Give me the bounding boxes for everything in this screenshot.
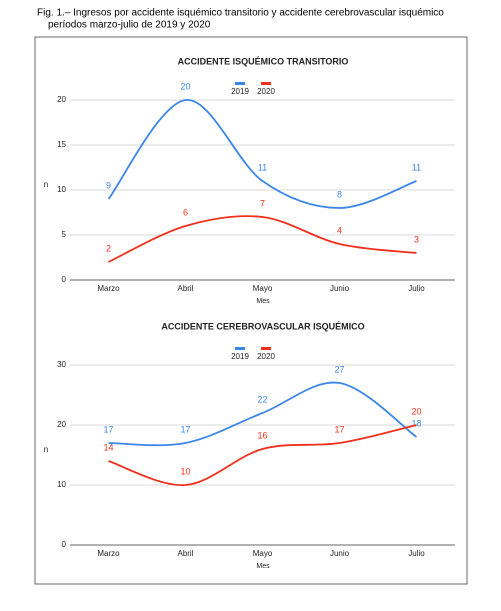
data-label: 17 (180, 424, 190, 434)
y-tick-label: 10 (57, 185, 66, 194)
data-label: 8 (337, 189, 342, 199)
data-label: 14 (103, 442, 113, 452)
y-axis-label: n (44, 445, 48, 454)
x-axis-label: Mes (256, 563, 270, 570)
y-axis-label: n (44, 180, 48, 189)
frame (34, 36, 468, 585)
y-tick-label: 20 (57, 95, 66, 104)
legend-label: 2020 (257, 87, 275, 96)
data-label: 4 (337, 225, 342, 235)
legend-swatch (235, 347, 245, 350)
caption-line: períodos marzo-julio de 2019 y 2020 (48, 20, 211, 31)
data-label: 18 (411, 418, 421, 428)
data-label: 27 (334, 364, 344, 374)
x-tick-label: Mayo (253, 284, 273, 293)
y-tick-label: 10 (57, 480, 66, 489)
y-tick-label: 20 (57, 420, 66, 429)
data-label: 20 (411, 406, 421, 416)
line (107, 99, 417, 209)
data-label: 9 (106, 180, 111, 190)
x-tick-label: Marzo (97, 284, 120, 293)
chart-title: ACCIDENTE ISQUÉMICO TRANSITORIO (178, 56, 349, 66)
data-label: 17 (103, 424, 113, 434)
data-label: 10 (180, 466, 190, 476)
caption-line: Fig. 1.– Ingresos por accidente isquémic… (37, 8, 444, 19)
data-label: 7 (260, 198, 265, 208)
x-tick-label: Junio (330, 284, 350, 293)
legend-swatch (261, 82, 271, 85)
legend-label: 2019 (231, 352, 249, 361)
legend-swatch (235, 82, 245, 85)
x-tick-label: Marzo (97, 549, 120, 558)
data-label: 16 (257, 430, 267, 440)
x-axis-label: Mes (256, 298, 270, 305)
data-label: 2 (106, 243, 111, 253)
data-label: 22 (257, 394, 267, 404)
x-tick-label: Abril (177, 549, 193, 558)
x-tick-label: Julio (408, 284, 425, 293)
y-tick-label: 0 (62, 540, 67, 549)
y-tick-label: 30 (57, 360, 66, 369)
data-label: 3 (414, 234, 419, 244)
legend-label: 2019 (231, 87, 249, 96)
data-label: 17 (334, 424, 344, 434)
data-label: 11 (412, 162, 421, 172)
legend-swatch (261, 347, 271, 350)
y-tick-label: 5 (62, 230, 67, 239)
chart-title: ACCIDENTE CEREBROVASCULAR ISQUÉMICO (161, 321, 364, 331)
x-tick-label: Abril (177, 284, 193, 293)
x-tick-label: Junio (330, 549, 350, 558)
line (108, 381, 418, 447)
y-tick-label: 15 (57, 140, 66, 149)
x-tick-label: Mayo (253, 549, 273, 558)
data-label: 20 (180, 81, 190, 91)
x-tick-label: Julio (408, 549, 425, 558)
data-label: 11 (258, 162, 267, 172)
data-label: 6 (183, 207, 188, 217)
line (108, 215, 417, 263)
line (108, 424, 417, 486)
legend-label: 2020 (257, 352, 275, 361)
y-tick-label: 0 (62, 275, 67, 284)
